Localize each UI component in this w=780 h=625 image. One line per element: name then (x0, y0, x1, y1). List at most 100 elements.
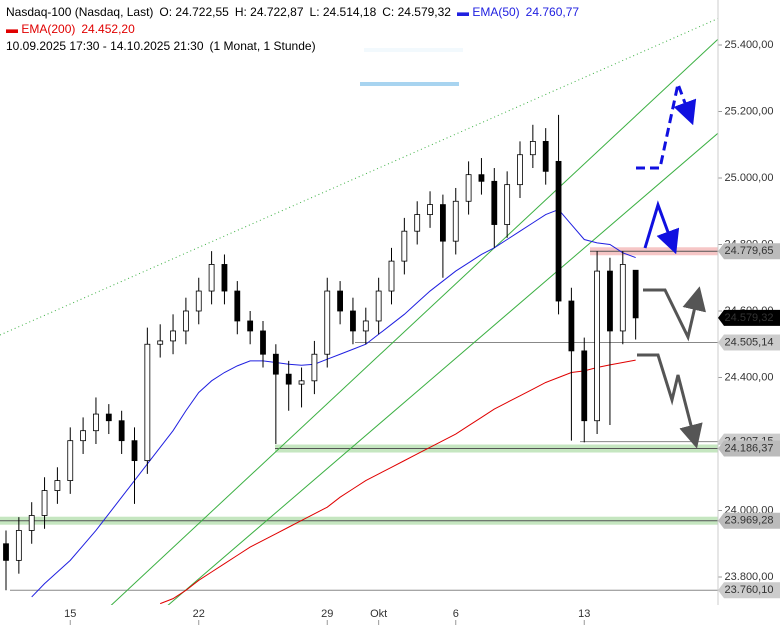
y-tick-label: 23.800,00 (725, 571, 774, 583)
candle-body (67, 440, 74, 481)
legend-value: 24.452,20 (81, 22, 135, 36)
candle-body (41, 490, 48, 516)
candle-body (15, 530, 22, 561)
candle-body (337, 290, 344, 312)
candle-body (80, 430, 86, 442)
x-tick-label: 22 (193, 608, 205, 620)
trend-line (167, 132, 718, 605)
candle-body (632, 269, 639, 319)
candle-body (3, 543, 9, 561)
ema-line (31, 208, 636, 598)
level-tag (718, 582, 780, 599)
legend-row: ▬ EMA(200) 24.452,20 (6, 21, 591, 38)
candle-body (478, 174, 485, 182)
ohlc: H: 24.722,87 (234, 5, 304, 19)
legend-name: EMA(50) (472, 5, 520, 19)
level-label: 24.779,65 (725, 245, 774, 257)
level-tag (718, 334, 780, 351)
candle-body (350, 310, 356, 332)
level-tag (718, 512, 780, 529)
candle-body (542, 141, 549, 172)
legend-entry: ▬ EMA(50) 24.760,77 (457, 5, 585, 19)
candle-body (54, 480, 61, 491)
level-label: 23.760,10 (725, 584, 774, 596)
candle-body (157, 340, 164, 345)
candle-body (607, 270, 613, 332)
candle-body (504, 184, 511, 225)
annotations (360, 48, 706, 449)
candle-body (182, 310, 189, 332)
ohlc: O: 24.722,55 (159, 5, 229, 19)
candle-body (388, 260, 395, 292)
price-axis: 23.800,0024.000,0024.200,0024.400,0024.6… (64, 0, 780, 625)
candle-body (427, 204, 433, 215)
candle-body (298, 380, 305, 385)
candle-body (105, 413, 112, 422)
y-tick-label: 25.000,00 (725, 172, 774, 184)
x-tick-label: 13 (578, 608, 590, 620)
candle-body (401, 230, 408, 262)
candle-body (362, 320, 369, 332)
y-tick-label: 24.400,00 (725, 371, 774, 383)
candle-body (581, 350, 588, 422)
level-label: 24.505,14 (725, 336, 774, 348)
candle-body (568, 300, 575, 352)
candle-body (93, 413, 99, 432)
x-tick-label: 29 (321, 608, 333, 620)
y-tick-label: 25.200,00 (725, 105, 774, 117)
ema-line (160, 359, 636, 605)
candle-body (529, 141, 536, 156)
y-tick-label: 25.400,00 (725, 39, 774, 51)
date-range: 10.09.2025 17:30 - 14.10.2025 21:30 (6, 39, 204, 53)
candle-body (555, 160, 562, 302)
candle-body (170, 330, 176, 342)
candle-body (260, 330, 266, 355)
candle-body (452, 200, 459, 242)
candle-body (619, 264, 626, 332)
instrument: Nasdaq-100 (Nasdaq, Last) (6, 5, 154, 19)
candle-body (234, 290, 241, 322)
forecast-arrow (643, 200, 680, 255)
level-tag (718, 309, 780, 326)
candle-body (247, 320, 254, 332)
swatch: ▬ (6, 22, 22, 36)
candle-body (594, 270, 600, 422)
candle-body (311, 353, 318, 382)
period: (1 Monat, 1 Stunde) (209, 39, 316, 53)
level-label: 24.579,32 (725, 312, 774, 324)
trend-line (110, 38, 718, 605)
legend-row: Nasdaq-100 (Nasdaq, Last) O: 24.722,55 H: … (6, 4, 591, 21)
level-label: 23.969,28 (725, 515, 774, 527)
x-tick-label: Okt (370, 608, 387, 620)
candle-body (491, 180, 498, 225)
level-tag (718, 243, 780, 260)
plot (3, 114, 639, 605)
candle-body (375, 290, 382, 322)
swatch: ▬ (456, 5, 473, 19)
candle-body (118, 420, 125, 442)
x-tick-label: 15 (64, 608, 76, 620)
legend-value: 24.760,77 (525, 5, 580, 19)
candle-body (195, 290, 202, 312)
candle-body (144, 343, 151, 462)
legend-name: EMA(200) (21, 22, 76, 36)
scenario-arrow (637, 353, 703, 449)
level-tag (718, 440, 780, 457)
scenario-arrow (643, 286, 706, 342)
candle-body (465, 174, 472, 202)
candle-body (221, 264, 228, 292)
ohlc: C: 24.579,32 (382, 5, 451, 19)
candle-body (439, 204, 446, 242)
plot-under (0, 247, 718, 591)
candle-body (285, 373, 292, 385)
candle-body (208, 264, 215, 292)
candle-body (272, 353, 279, 375)
candle-body (517, 154, 523, 186)
legend: Nasdaq-100 (Nasdaq, Last) O: 24.722,55 H: … (6, 4, 592, 55)
ohlc: L: 24.514,18 (309, 5, 377, 19)
legend-row: 10.09.2025 17:30 - 14.10.2025 21:30 (1 Mo… (6, 38, 591, 55)
candle-body (414, 214, 421, 232)
